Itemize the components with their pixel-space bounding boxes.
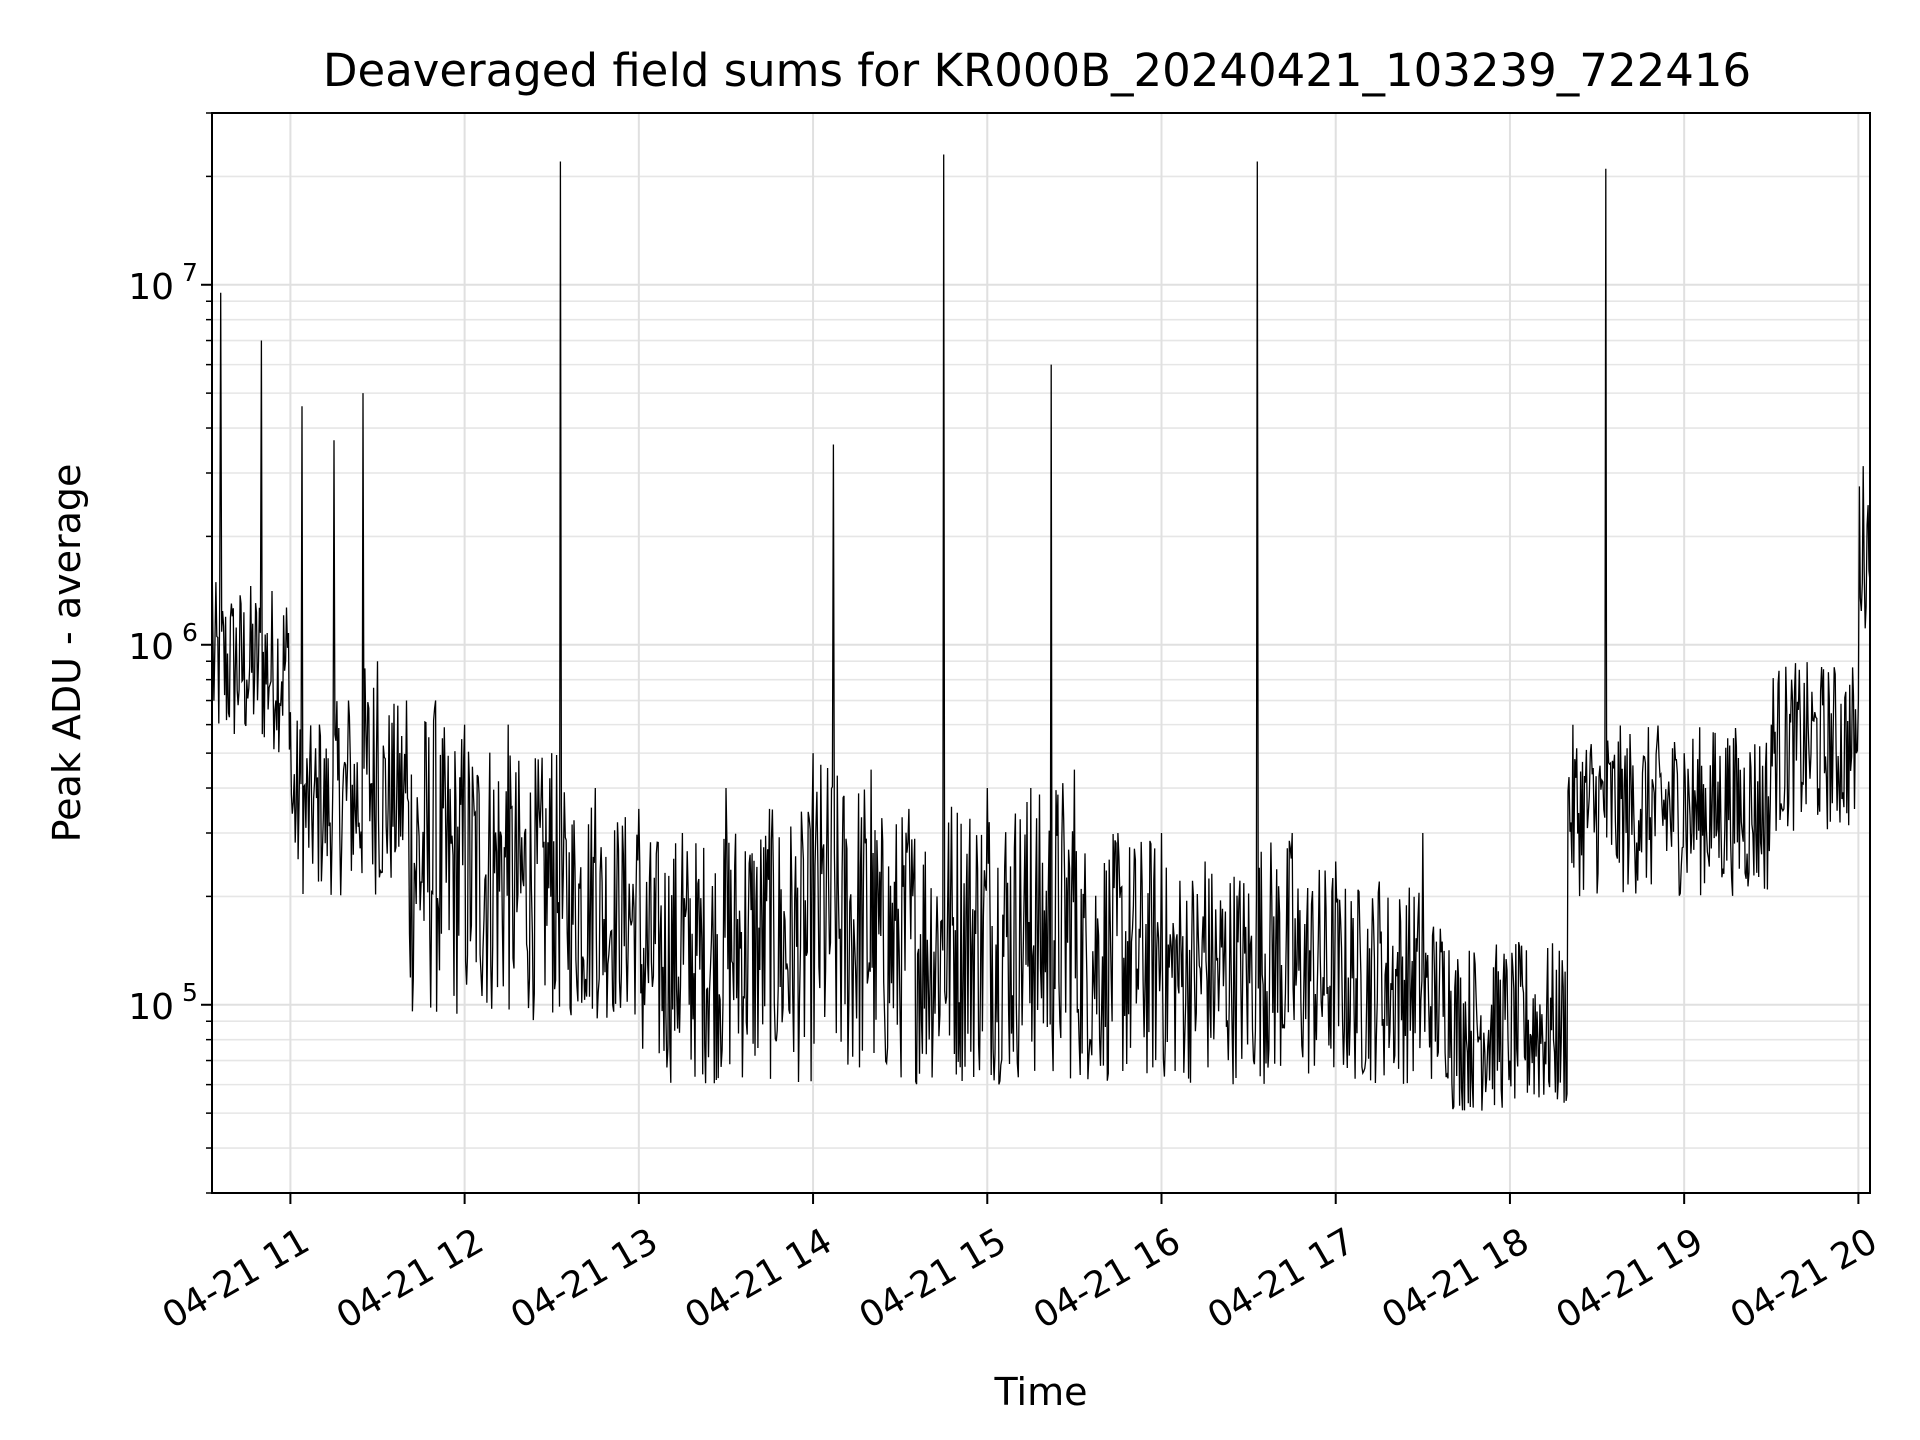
grid-minor <box>212 112 1870 1194</box>
x-tick-label: 04-21 17 <box>1201 1221 1362 1337</box>
plot-area <box>212 154 1870 1111</box>
x-tick-label: 04-21 12 <box>330 1221 491 1337</box>
x-tick-label: 04-21 14 <box>678 1221 839 1337</box>
grid-major <box>212 113 1870 1193</box>
y-tick-exponent: 7 <box>182 258 198 287</box>
x-tick-label: 04-21 16 <box>1027 1221 1188 1337</box>
x-axis: 04-21 11 04-21 12 04-21 13 04-21 14 04-21 15… <box>156 1193 1885 1337</box>
y-axis: 10 5 10 6 10 7 <box>128 112 212 1194</box>
series-line <box>212 154 1870 1111</box>
x-tick-label: 04-21 11 <box>156 1221 317 1337</box>
y-tick-exponent: 5 <box>182 978 198 1007</box>
x-tick-label: 04-21 15 <box>853 1221 1014 1337</box>
x-tick-label: 04-21 19 <box>1549 1221 1710 1337</box>
x-axis-label: Time <box>994 1370 1088 1414</box>
chart-title: Deaveraged field sums for KR000B_2024042… <box>323 44 1751 97</box>
y-tick-exponent: 6 <box>182 618 198 647</box>
x-tick-label: 04-21 13 <box>504 1221 665 1337</box>
y-axis-label: Peak ADU - average <box>45 464 89 843</box>
x-tick-label: 04-21 20 <box>1724 1221 1885 1337</box>
axes-frame <box>211 112 1871 1194</box>
y-tick-label: 10 <box>128 987 174 1028</box>
y-tick-label: 10 <box>128 267 174 308</box>
x-tick-label: 04-21 18 <box>1375 1221 1536 1337</box>
y-tick-label: 10 <box>128 627 174 668</box>
